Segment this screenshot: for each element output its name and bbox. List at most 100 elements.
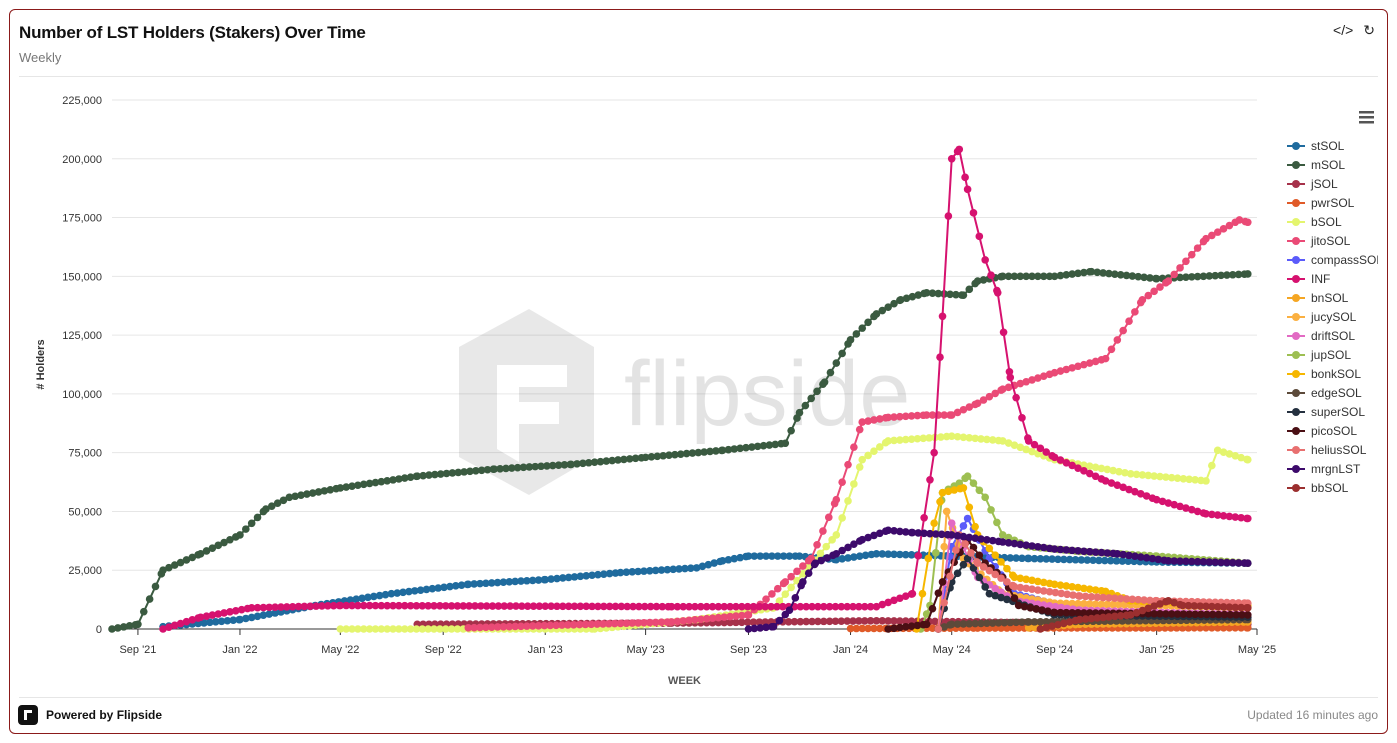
data-point: [844, 497, 852, 505]
data-point: [329, 601, 338, 610]
data-point: [878, 306, 887, 315]
data-point: [1014, 624, 1023, 632]
legend-item-picoSOL[interactable]: picoSOL: [1287, 424, 1357, 438]
data-point: [872, 549, 881, 558]
legend-item-jucySOL[interactable]: jucySOL: [1287, 310, 1357, 324]
legend-item-jSOL[interactable]: jSOL: [1287, 177, 1338, 191]
data-point: [998, 272, 1007, 281]
data-point: [1146, 596, 1154, 605]
legend-item-jitoSOL[interactable]: jitoSOL: [1287, 234, 1351, 248]
data-point: [878, 617, 887, 625]
data-point: [937, 530, 946, 539]
legend-item-driftSOL[interactable]: driftSOL: [1287, 329, 1355, 343]
data-point: [482, 579, 490, 588]
legend-item-mrgnLST[interactable]: mrgnLST: [1287, 462, 1361, 476]
legend-item-jupSOL[interactable]: jupSOL: [1287, 348, 1351, 362]
data-point: [482, 602, 491, 610]
data-point: [838, 349, 846, 358]
data-point: [947, 432, 956, 441]
legend-item-INF[interactable]: INF: [1287, 272, 1330, 286]
data-point: [1119, 483, 1127, 492]
data-point: [1203, 610, 1211, 619]
data-point: [1050, 608, 1059, 617]
data-point: [1032, 605, 1040, 613]
data-point: [936, 353, 944, 362]
data-point: [575, 620, 584, 629]
data-point: [406, 625, 415, 633]
legend-item-bonkSOL[interactable]: bonkSOL: [1287, 367, 1361, 381]
data-point: [593, 620, 601, 628]
legend-item-bnSOL[interactable]: bnSOL: [1287, 291, 1349, 305]
data-point: [1093, 593, 1102, 601]
data-point: [1142, 554, 1151, 562]
data-point: [673, 617, 682, 626]
legend-item-compassSOL[interactable]: compassSOL: [1287, 253, 1383, 267]
legend-item-superSOL[interactable]: superSOL: [1287, 405, 1365, 419]
data-point: [1034, 374, 1042, 382]
data-point: [1228, 558, 1237, 567]
legend-item-edgeSOL[interactable]: edgeSOL: [1287, 386, 1362, 400]
data-point: [1030, 623, 1039, 632]
data-point: [1068, 582, 1076, 591]
legend-item-heliusSOL[interactable]: heliusSOL: [1287, 443, 1367, 457]
data-point: [610, 619, 619, 628]
data-point: [953, 531, 962, 540]
data-point: [1016, 583, 1025, 592]
data-point: [963, 514, 972, 523]
code-icon[interactable]: </>: [1333, 22, 1354, 38]
data-point: [920, 529, 928, 538]
data-point: [1012, 554, 1020, 562]
legend-item-mSOL[interactable]: mSOL: [1287, 158, 1345, 172]
data-point: [720, 618, 729, 627]
data-point: [1016, 540, 1025, 549]
data-point: [1179, 474, 1188, 483]
refresh-icon[interactable]: ↻: [1363, 22, 1375, 38]
data-point: [843, 617, 851, 625]
data-point: [493, 623, 502, 631]
data-point: [991, 591, 1000, 600]
data-point: [1089, 556, 1097, 565]
data-point: [793, 567, 801, 576]
data-point: [787, 426, 795, 435]
data-point: [1144, 291, 1153, 300]
data-point: [348, 625, 356, 633]
data-point: [631, 454, 640, 463]
data-point: [471, 602, 479, 610]
data-point: [358, 594, 366, 603]
data-point: [985, 392, 994, 401]
legend-item-bbSOL[interactable]: bbSOL: [1287, 481, 1349, 495]
data-point: [1068, 364, 1076, 372]
data-point: [844, 543, 852, 552]
data-point: [849, 617, 857, 625]
data-point: [769, 622, 778, 631]
data-point: [125, 622, 134, 630]
legend-label: superSOL: [1311, 405, 1365, 419]
legend-item-bSOL[interactable]: bSOL: [1287, 215, 1342, 229]
data-point: [1042, 623, 1051, 632]
legend-item-pwrSOL[interactable]: pwrSOL: [1287, 196, 1355, 210]
data-point: [940, 411, 948, 419]
data-point: [799, 578, 807, 586]
data-point: [1225, 603, 1234, 611]
data-point: [667, 618, 676, 626]
data-point: [781, 578, 790, 586]
data-point: [1068, 546, 1076, 555]
data-point: [1237, 513, 1245, 522]
data-point: [1039, 578, 1048, 587]
data-point: [523, 576, 531, 585]
data-point: [531, 462, 540, 471]
series-bbSOL: [1036, 596, 1252, 633]
data-point: [1140, 596, 1148, 604]
data-point: [822, 542, 831, 551]
data-point: [651, 566, 660, 575]
data-point: [1097, 548, 1106, 557]
data-point: [768, 590, 776, 598]
data-point: [493, 578, 502, 587]
hamburger-menu-icon[interactable]: [1359, 111, 1374, 124]
data-point: [944, 487, 953, 496]
legend-item-stSOL[interactable]: stSOL: [1287, 139, 1345, 153]
powered-by[interactable]: Powered by Flipside: [18, 705, 162, 725]
data-point: [546, 621, 555, 630]
data-point: [855, 602, 863, 611]
data-point: [697, 615, 705, 624]
